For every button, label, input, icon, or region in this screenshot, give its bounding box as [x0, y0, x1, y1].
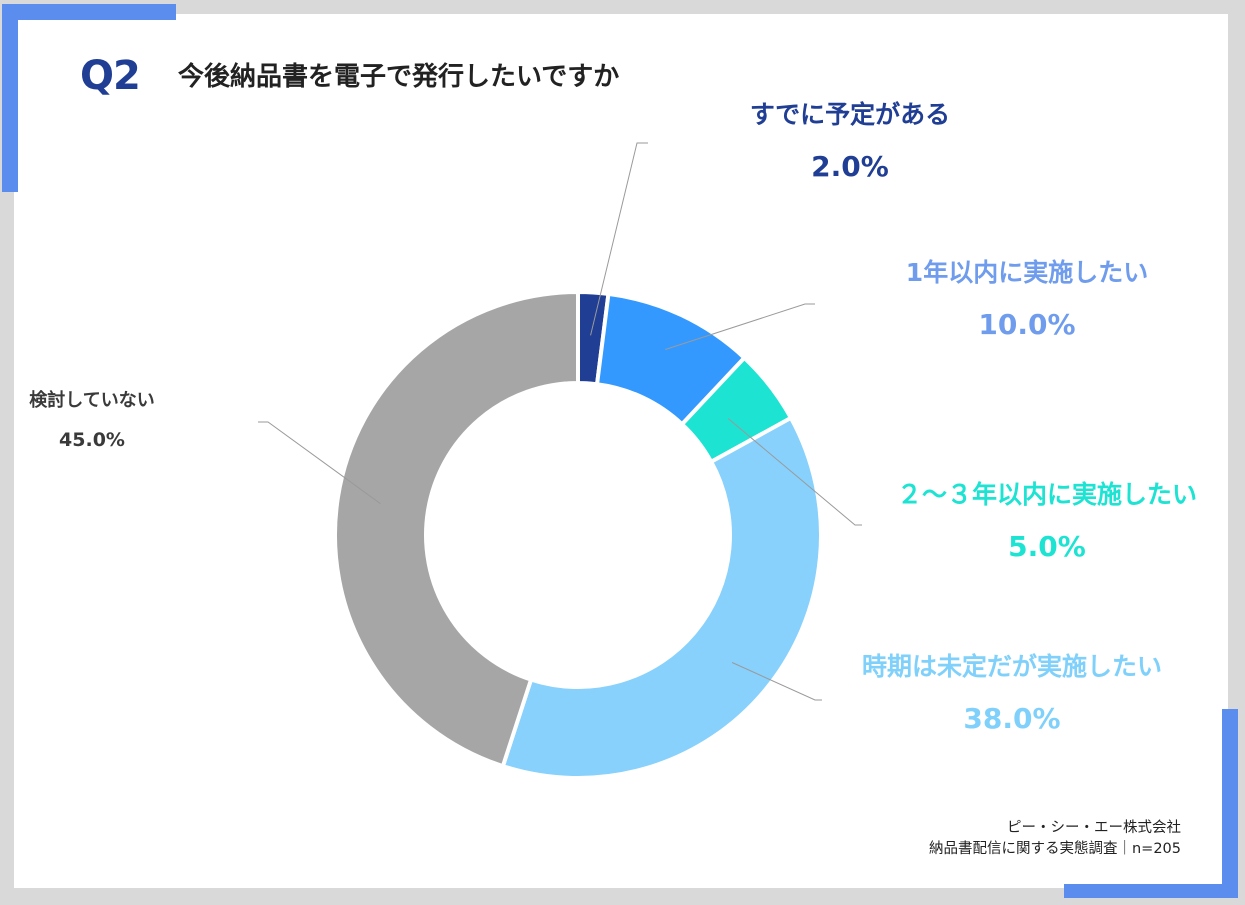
slice-label-timing-undecided: 時期は未定だが実施したい 38.0%: [822, 652, 1202, 736]
source-note: ピー・シー・エー株式会社 納品書配信に関する実態調査｜n=205: [929, 818, 1181, 860]
slice-label-name: 時期は未定だが実施したい: [861, 652, 1162, 681]
source-company: ピー・シー・エー株式会社: [1007, 820, 1181, 836]
source-survey: 納品書配信に関する実態調査｜n=205: [928, 841, 1181, 857]
leader-line-0: [590, 142, 648, 336]
donut-slice-4: [333, 289, 580, 769]
leader-line-1: [665, 303, 815, 350]
slice-label-name: ２～３年以内に実施したい: [896, 480, 1197, 509]
slice-label-value: 5.0%: [1008, 530, 1086, 563]
slice-label-within-1-year: 1年以内に実施したい 10.0%: [887, 258, 1167, 342]
leader-line-2: [727, 418, 862, 526]
slice-label-not-considering: 検討していない 45.0%: [22, 390, 162, 452]
slice-label-name: 検討していない: [29, 390, 155, 411]
question-number: Q2: [80, 53, 141, 99]
slice-label-already-planned: すでに予定がある 2.0%: [740, 100, 960, 184]
accent-bar-bottom-horizontal: [1064, 884, 1238, 898]
slice-label-name: すでに予定がある: [749, 100, 951, 129]
chart-title: 今後納品書を電子で発行したいですか: [178, 62, 620, 92]
slice-label-within-2-3-years: ２～３年以内に実施したい 5.0%: [877, 480, 1217, 564]
accent-bar-bottom-vertical: [1222, 709, 1238, 898]
leader-line-4: [258, 421, 381, 505]
accent-bar-top-horizontal: [2, 4, 176, 20]
slice-label-value: 45.0%: [59, 429, 125, 451]
donut-slice-3: [500, 415, 823, 780]
slice-label-name: 1年以内に実施したい: [905, 258, 1149, 287]
slice-label-value: 38.0%: [963, 702, 1061, 735]
slice-label-value: 10.0%: [978, 308, 1076, 341]
leader-line-3: [731, 662, 822, 701]
slice-label-value: 2.0%: [811, 150, 889, 183]
accent-bar-top-vertical: [2, 4, 18, 192]
